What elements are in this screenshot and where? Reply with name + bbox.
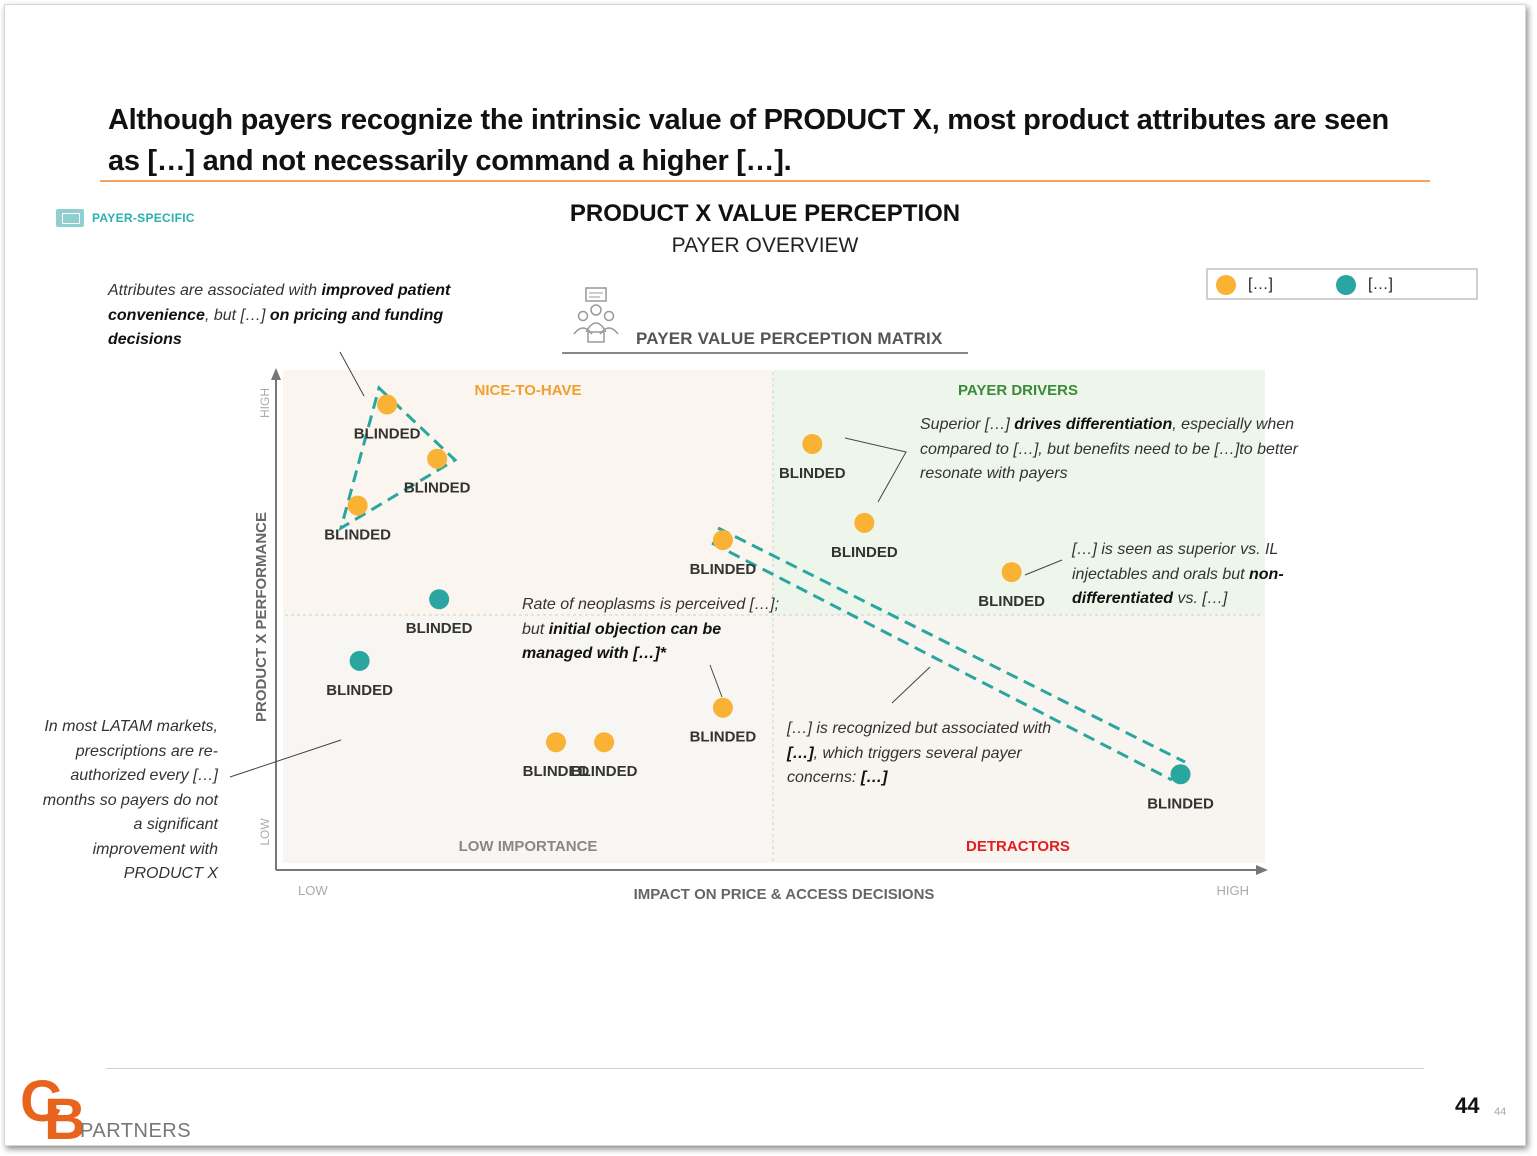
note-emphasis: non-differentiated <box>1072 565 1284 608</box>
note-text: Superior […] <box>920 416 1015 433</box>
matrix-heading: PAYER VALUE PERCEPTION MATRIX <box>562 284 968 354</box>
quadrant-label-low-importance: LOW IMPORTANCE <box>459 838 598 855</box>
tag-label: PAYER-SPECIFIC <box>92 211 195 225</box>
note-emphasis: […] <box>860 769 888 786</box>
data-point-label: BLINDED <box>523 763 590 780</box>
page-number: 44 <box>1455 1093 1480 1118</box>
quadrant-label-nice-to-have: NICE-TO-HAVE <box>475 382 582 399</box>
legend-item-teal: […] <box>1336 275 1393 295</box>
x-axis-label: IMPACT ON PRICE & ACCESS DECISIONS <box>634 886 935 903</box>
data-point-label: BLINDED <box>404 480 471 497</box>
data-point-orange <box>427 448 448 469</box>
y-axis-low: LOW <box>258 818 272 846</box>
payer-card-icon <box>56 209 84 227</box>
note-superior: […] is seen as superior vs. IL injectabl… <box>1072 538 1327 612</box>
data-points: BLINDEDBLINDEDBLINDEDBLINDEDBLINDEDBLIND… <box>324 394 1214 812</box>
callout-line <box>709 664 723 698</box>
data-point-orange <box>377 394 398 415</box>
note-emphasis: improved patient convenience <box>108 282 451 324</box>
data-point-label: BLINDED <box>326 682 393 699</box>
data-point-label: BLINDED <box>324 527 391 544</box>
footer-divider <box>106 1068 1424 1069</box>
data-point-orange <box>854 512 875 533</box>
data-point-label: BLINDED <box>831 544 898 561</box>
legend: […] […] <box>1206 268 1478 300</box>
y-axis-arrow <box>271 368 281 380</box>
callout-lines <box>229 351 1063 778</box>
data-point-teal <box>1170 764 1191 785</box>
data-point-orange <box>802 433 823 454</box>
legend-label: […] <box>1368 276 1393 293</box>
data-point-label: BLINDED <box>779 465 846 482</box>
data-point-label: BLINDED <box>406 620 473 637</box>
chart-title: PRODUCT X VALUE PERCEPTION <box>569 200 961 227</box>
logo-text: PARTNERS <box>80 1120 192 1142</box>
chart-subtitle: PAYER OVERVIEW <box>671 234 859 257</box>
legend-swatch-orange <box>1216 275 1236 295</box>
note-text: Rate of neoplasms is perceived […]; but <box>522 596 780 638</box>
y-axis-high: HIGH <box>258 388 272 418</box>
data-point-teal <box>349 650 370 671</box>
x-axis-high: HIGH <box>1217 883 1250 898</box>
data-point-orange <box>347 495 368 516</box>
data-point-label: BLINDED <box>354 426 421 443</box>
note-emphasis: […] <box>787 744 814 762</box>
matrix-title: PAYER VALUE PERCEPTION MATRIX <box>636 329 943 348</box>
legend-label: […] <box>1248 276 1273 293</box>
note-text: , which triggers several payer concerns: <box>787 744 1022 787</box>
note-text: , especially when compared to […], but b… <box>920 416 1298 482</box>
callout-line <box>229 739 342 778</box>
matrix-title-underline <box>562 352 968 354</box>
note-recognized: […] is recognized but associated with […… <box>787 717 1062 791</box>
payer-specific-tag: PAYER-SPECIFIC <box>56 209 195 227</box>
note-text: vs. […] <box>1173 590 1228 607</box>
note-convenience: Attributes are associated with improved … <box>108 279 453 353</box>
data-point-orange <box>594 732 615 753</box>
page-number-small: 44 <box>1494 1106 1507 1118</box>
data-point-label: BLINDED <box>690 561 757 578</box>
cluster-outline <box>338 385 458 532</box>
note-text: Attributes are associated with <box>108 282 322 299</box>
callout-line <box>844 437 907 503</box>
quadrant-detractors <box>773 615 1265 863</box>
title-divider <box>100 180 1430 182</box>
note-emphasis: drives differentiation <box>1014 416 1173 433</box>
quadrant-nice-to-have <box>283 370 773 615</box>
data-point-orange <box>712 697 733 718</box>
data-point-orange <box>545 732 566 753</box>
quadrant-label-payer-drivers: PAYER DRIVERS <box>958 382 1078 399</box>
data-point-orange <box>1001 562 1022 583</box>
company-logo: C B PARTNERS <box>20 1068 200 1152</box>
note-emphasis: on pricing and funding decisions <box>108 306 444 349</box>
data-point-label: BLINDED <box>978 593 1045 610</box>
trajectory-arrow <box>711 526 1186 782</box>
note-text: , but […] <box>204 306 270 324</box>
legend-swatch-teal <box>1336 275 1356 295</box>
logo-letter-b: B <box>44 1087 86 1152</box>
quadrant-label-detractors: DETRACTORS <box>966 838 1070 855</box>
note-emphasis: initial objection can be managed with […… <box>522 620 722 663</box>
logo-letter-c: C <box>20 1069 62 1134</box>
callout-line <box>891 666 931 704</box>
callout-line <box>339 351 365 397</box>
callout-line <box>1024 559 1063 576</box>
note-neoplasms: Rate of neoplasms is perceived […]; but … <box>522 593 784 667</box>
y-axis-label: PRODUCT X PERFORMANCE <box>253 512 270 722</box>
page-title: Although payers recognize the intrinsic … <box>108 104 1389 177</box>
x-axis-arrow <box>1256 865 1268 875</box>
x-axis-low: LOW <box>298 883 328 898</box>
data-point-label: BLINDED <box>690 729 757 746</box>
data-point-orange <box>712 530 733 551</box>
data-point-teal <box>429 589 450 610</box>
data-point-label: BLINDED <box>1147 795 1214 812</box>
data-point-label: BLINDED <box>571 763 638 780</box>
payer-group-icon <box>573 287 619 343</box>
note-text: […] is recognized but associated with <box>787 720 1052 737</box>
note-latam: In most LATAM markets, prescriptions are… <box>42 718 218 882</box>
legend-item-orange: […] <box>1216 275 1273 295</box>
note-differentiation: Superior […] drives differentiation, esp… <box>920 413 1320 487</box>
note-text: […] is seen as superior vs. IL injectabl… <box>1072 541 1279 583</box>
